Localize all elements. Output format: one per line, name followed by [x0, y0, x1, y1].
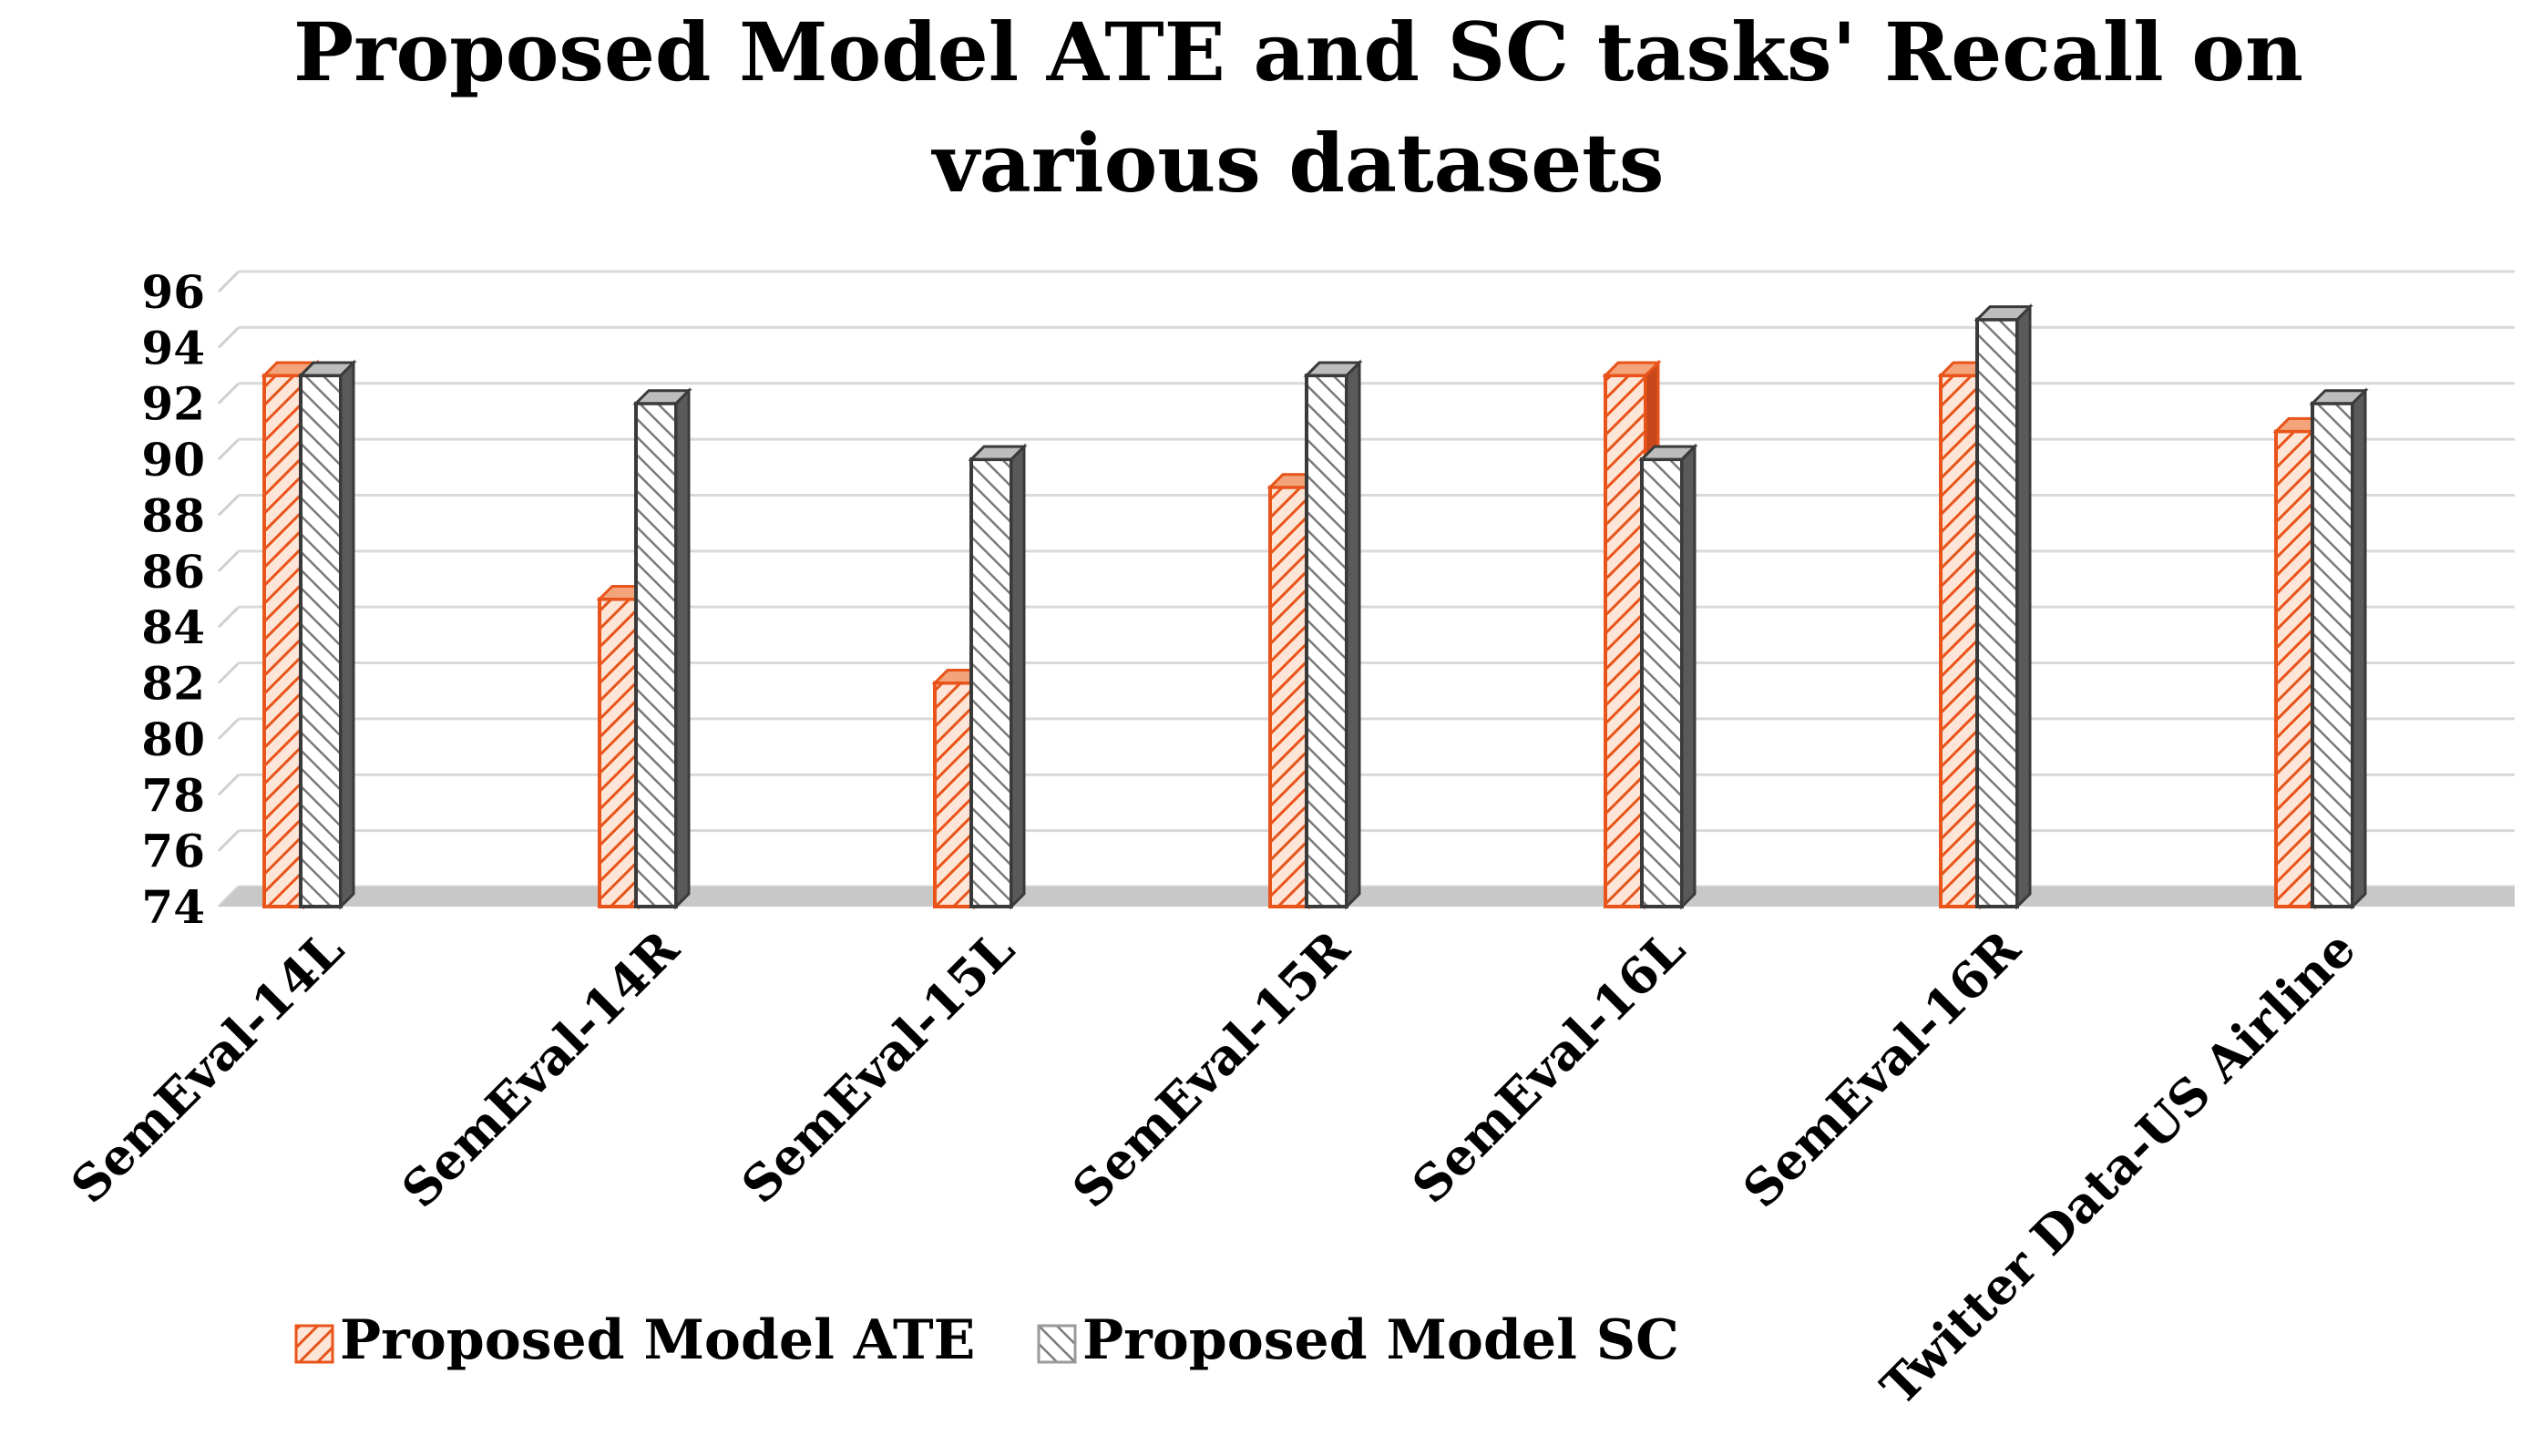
- bar-front: [262, 374, 306, 908]
- y-tick-label: 90: [141, 433, 205, 487]
- bar-front: [1640, 457, 1684, 908]
- y-tick-label: 80: [141, 713, 205, 766]
- chart-title-line-1: Proposed Model ATE and SC tasks' Recall …: [293, 5, 2303, 99]
- chart-floor: [219, 887, 2515, 907]
- legend-swatch-sc: [1037, 1324, 1077, 1364]
- bar-front: [1939, 374, 1983, 908]
- y-tick-label: 76: [141, 825, 205, 878]
- bar-sc-semeval-15r: [1303, 359, 1363, 910]
- bar-top: [297, 361, 357, 377]
- bar-front: [969, 457, 1013, 908]
- bar-top: [1602, 361, 1662, 377]
- legend-label-sc: Proposed Model SC: [1082, 1308, 1679, 1372]
- grid-diagonal-80: [217, 717, 241, 740]
- bar-side: [339, 359, 355, 910]
- bar-sc-twitter-data-us-airline: [2309, 387, 2369, 910]
- x-tick-label: SemEval-14R: [390, 918, 691, 1219]
- bar-top: [1303, 361, 1363, 377]
- y-tick-label: 82: [141, 657, 205, 711]
- bar-front: [1268, 485, 1312, 908]
- grid-diagonal-96: [217, 270, 241, 293]
- bar-top: [1638, 445, 1698, 461]
- bar-front: [933, 681, 977, 909]
- bar-top: [632, 389, 692, 405]
- y-tick-label: 78: [141, 768, 205, 822]
- bar-side: [674, 387, 691, 910]
- x-tick-label: SemEval-16R: [1731, 918, 2032, 1219]
- grid-diagonal-82: [217, 661, 241, 684]
- grid-diagonal-86: [217, 549, 241, 572]
- chart-title: Proposed Model ATE and SC tasks' Recall …: [293, 5, 2303, 210]
- bar-front: [1975, 317, 2019, 908]
- bar-front: [634, 401, 678, 908]
- y-tick-label: 84: [141, 600, 205, 654]
- bar-sc-semeval-15l: [968, 443, 1028, 910]
- y-tick-label: 74: [141, 880, 205, 934]
- bar-side: [2351, 387, 2367, 910]
- y-tick-label: 96: [141, 265, 205, 319]
- bar-top: [1974, 305, 2034, 322]
- x-tick-label: SemEval-15R: [1061, 918, 1361, 1219]
- bars: [261, 303, 2369, 910]
- bar-top: [2309, 389, 2369, 405]
- bar-top: [968, 445, 1028, 461]
- y-tick-label: 88: [141, 488, 205, 542]
- bar-side: [1010, 443, 1026, 910]
- grid-diagonal-90: [217, 438, 241, 461]
- bar-sc-semeval-16r: [1974, 303, 2034, 910]
- legend-label-ate: Proposed Model ATE: [340, 1308, 975, 1372]
- grid-diagonal-92: [217, 382, 241, 405]
- x-tick-label: SemEval-15L: [730, 919, 1025, 1215]
- x-tick-label: SemEval-14L: [59, 919, 354, 1215]
- grid-diagonal-94: [217, 326, 241, 349]
- bar-sc-semeval-16l: [1638, 443, 1698, 910]
- x-tick-label: SemEval-16L: [1400, 919, 1696, 1215]
- bar-front: [2311, 401, 2354, 908]
- bar-front: [2274, 429, 2318, 908]
- grid-lines: [217, 270, 2515, 908]
- grid-diagonal-84: [217, 606, 241, 629]
- grid-diagonal-78: [217, 774, 241, 796]
- legend: Proposed Model ATE Proposed Model SC: [294, 1308, 1679, 1372]
- grid-diagonal-88: [217, 494, 241, 517]
- bar-side: [1345, 359, 1361, 910]
- y-tick-label: 86: [141, 545, 205, 599]
- bar-front: [1604, 374, 1647, 908]
- y-tick-label: 94: [141, 321, 205, 374]
- bar-front: [299, 374, 343, 908]
- grid-diagonal-76: [217, 829, 241, 852]
- bar-side: [2015, 303, 2032, 910]
- y-tick-label: 92: [141, 377, 205, 431]
- legend-swatch-ate: [294, 1324, 334, 1364]
- bar-front: [1305, 374, 1348, 908]
- bar-sc-semeval-14l: [297, 359, 357, 910]
- bar-side: [1680, 443, 1697, 910]
- bar-sc-semeval-14r: [632, 387, 692, 910]
- bar-front: [598, 597, 641, 908]
- chart-title-line-2: various datasets: [931, 116, 1665, 210]
